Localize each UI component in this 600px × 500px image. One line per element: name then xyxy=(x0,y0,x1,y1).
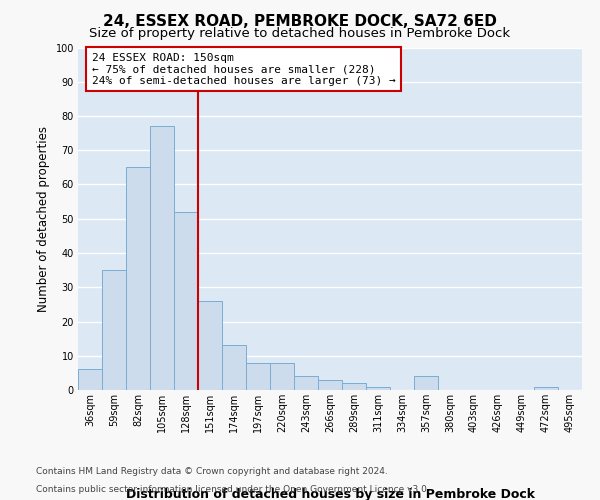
Text: Size of property relative to detached houses in Pembroke Dock: Size of property relative to detached ho… xyxy=(89,28,511,40)
Bar xyxy=(222,346,246,390)
Bar xyxy=(342,383,366,390)
Bar xyxy=(414,376,438,390)
Bar xyxy=(318,380,342,390)
Bar xyxy=(150,126,174,390)
Bar xyxy=(78,370,102,390)
Bar xyxy=(294,376,318,390)
Bar xyxy=(270,362,294,390)
Bar xyxy=(102,270,126,390)
Text: 24 ESSEX ROAD: 150sqm
← 75% of detached houses are smaller (228)
24% of semi-det: 24 ESSEX ROAD: 150sqm ← 75% of detached … xyxy=(92,52,395,86)
Bar xyxy=(198,301,222,390)
Bar xyxy=(174,212,198,390)
Bar xyxy=(534,386,558,390)
Text: Contains public sector information licensed under the Open Government Licence v3: Contains public sector information licen… xyxy=(36,485,430,494)
Text: Contains HM Land Registry data © Crown copyright and database right 2024.: Contains HM Land Registry data © Crown c… xyxy=(36,467,388,476)
X-axis label: Distribution of detached houses by size in Pembroke Dock: Distribution of detached houses by size … xyxy=(125,488,535,500)
Y-axis label: Number of detached properties: Number of detached properties xyxy=(37,126,50,312)
Bar xyxy=(246,362,270,390)
Bar xyxy=(126,168,150,390)
Bar xyxy=(366,386,390,390)
Text: 24, ESSEX ROAD, PEMBROKE DOCK, SA72 6ED: 24, ESSEX ROAD, PEMBROKE DOCK, SA72 6ED xyxy=(103,14,497,29)
